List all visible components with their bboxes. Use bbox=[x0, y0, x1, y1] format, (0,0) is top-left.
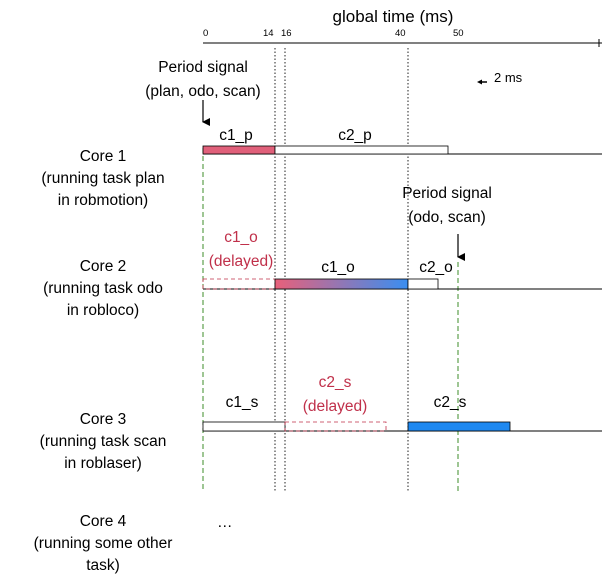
task-bar-c2-s-delayed bbox=[284, 421, 387, 432]
period-signal-1-line1: Period signal bbox=[158, 59, 248, 76]
core3-title: Core 3 bbox=[79, 411, 127, 428]
task-label-c2-s: c2_s bbox=[434, 394, 467, 411]
tick-label-50: 50 bbox=[453, 28, 464, 39]
task-label-c1-s: c1_s bbox=[226, 394, 259, 411]
task-label-c2-p: c2_p bbox=[338, 127, 372, 144]
core4-task: (running some other bbox=[33, 535, 173, 552]
tick-label-0: 0 bbox=[203, 28, 208, 39]
core2-label: Core 2 (running task odo in robloco) bbox=[3, 256, 203, 322]
core2-process: in robloco) bbox=[66, 302, 140, 319]
delayed-c2-s-name: c2_s bbox=[319, 374, 352, 391]
task-bar-c1-o bbox=[274, 278, 409, 290]
delayed-c1-o-name: c1_o bbox=[224, 229, 258, 246]
task-bar-c2-s bbox=[407, 421, 511, 432]
core1-task: (running task plan bbox=[41, 170, 165, 187]
task-bar-c1-s bbox=[202, 421, 286, 432]
core1-process: in robmotion) bbox=[57, 192, 149, 209]
core4-label: Core 4 (running some other task) bbox=[3, 511, 203, 577]
task-bar-c2-o bbox=[407, 278, 439, 290]
core3-label: Core 3 (running task scan in roblaser) bbox=[3, 409, 203, 475]
core3-task: (running task scan bbox=[39, 433, 167, 450]
core4-title: Core 4 bbox=[79, 513, 127, 530]
delayed-c1-o-note: (delayed) bbox=[209, 253, 274, 270]
tick-label-14: 14 bbox=[263, 28, 274, 39]
period-signal-2-line1: Period signal bbox=[402, 185, 492, 202]
axis-title: global time (ms) bbox=[333, 7, 454, 26]
core4-process: task) bbox=[86, 557, 120, 574]
delayed-c2-s-note: (delayed) bbox=[303, 398, 368, 415]
core2-title: Core 2 bbox=[79, 258, 127, 275]
core1-title: Core 1 bbox=[79, 148, 127, 165]
scale-note: 2 ms bbox=[494, 70, 523, 85]
tick-label-16: 16 bbox=[281, 28, 292, 39]
task-label-c1-p: c1_p bbox=[219, 127, 253, 144]
task-bar-c1-p bbox=[202, 145, 276, 155]
scale-arrow-icon bbox=[477, 79, 482, 85]
task-label-c1-o: c1_o bbox=[321, 259, 355, 276]
core4-ellipsis: … bbox=[217, 514, 233, 531]
core3-process: in roblaser) bbox=[64, 455, 142, 472]
task-bar-c2-p bbox=[274, 145, 449, 155]
period-signal-2-line2: (odo, scan) bbox=[408, 209, 486, 226]
period-signal-1-line2: (plan, odo, scan) bbox=[145, 83, 260, 100]
core1-label: Core 1 (running task plan in robmotion) bbox=[3, 146, 203, 212]
tick-label-40: 40 bbox=[395, 28, 406, 39]
core2-task: (running task odo bbox=[43, 280, 163, 297]
task-bar-c1-o-delayed bbox=[202, 278, 276, 290]
task-label-c2-o: c2_o bbox=[419, 259, 453, 276]
